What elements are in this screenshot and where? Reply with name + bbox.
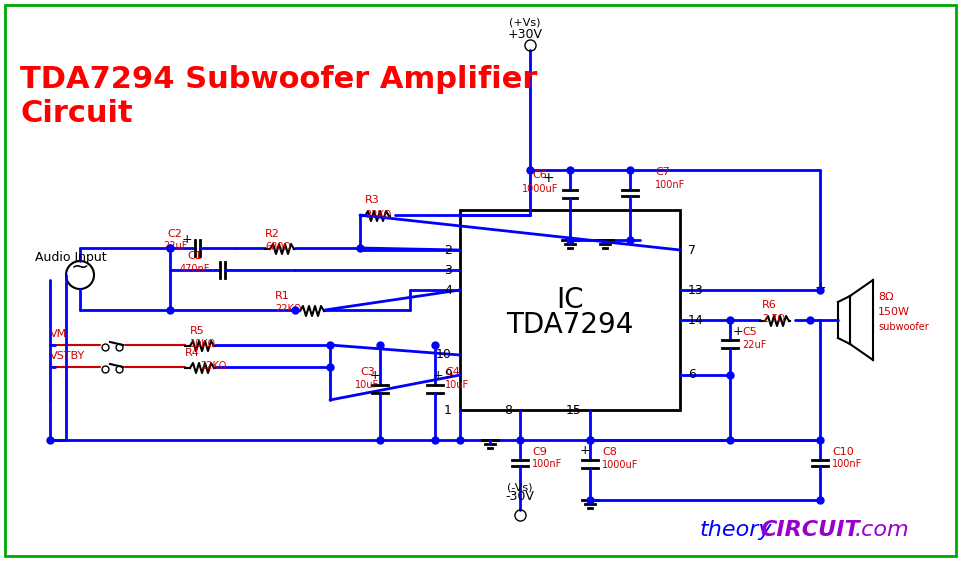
Text: 1000uF: 1000uF	[602, 460, 638, 470]
Text: 680Ω: 680Ω	[265, 242, 291, 252]
Text: VM: VM	[50, 329, 67, 339]
Text: 10KΩ: 10KΩ	[190, 339, 216, 349]
Text: +30V: +30V	[507, 28, 543, 41]
Text: Audio Input: Audio Input	[35, 251, 107, 264]
Text: 22uF: 22uF	[742, 340, 766, 350]
Text: 2: 2	[444, 243, 452, 256]
Text: C9: C9	[532, 447, 547, 457]
Text: R4: R4	[185, 348, 200, 358]
Text: TDA7294 Subwoofer Amplifier
Circuit: TDA7294 Subwoofer Amplifier Circuit	[20, 65, 537, 127]
Text: subwoofer: subwoofer	[878, 322, 928, 332]
Text: R5: R5	[190, 326, 205, 336]
Text: C4: C4	[445, 367, 460, 377]
Text: 22KΩ: 22KΩ	[275, 304, 301, 314]
Text: +: +	[370, 369, 381, 382]
Text: -30V: -30V	[505, 490, 534, 503]
Text: +: +	[579, 444, 590, 457]
Text: R1: R1	[275, 291, 290, 301]
Text: C6: C6	[532, 170, 548, 180]
Text: 13: 13	[688, 283, 703, 297]
Text: 10: 10	[436, 348, 452, 361]
Text: 10uF: 10uF	[445, 380, 469, 390]
Text: C5: C5	[742, 327, 756, 337]
Text: C2: C2	[167, 229, 183, 239]
Text: TDA7294: TDA7294	[506, 311, 633, 339]
Text: 14: 14	[688, 314, 703, 327]
Text: 6: 6	[688, 369, 696, 381]
Text: ~: ~	[71, 257, 89, 277]
Text: +: +	[733, 325, 744, 338]
Text: +: +	[182, 233, 192, 246]
Text: 2.7Ω: 2.7Ω	[762, 314, 785, 324]
Text: R2: R2	[265, 229, 280, 239]
Text: 4: 4	[444, 283, 452, 297]
Text: 22uF: 22uF	[162, 241, 187, 251]
Text: theory: theory	[700, 520, 773, 540]
Text: 150W: 150W	[878, 307, 910, 317]
Text: 15: 15	[566, 403, 582, 416]
Text: R6: R6	[762, 300, 776, 310]
Text: 8Ω: 8Ω	[878, 292, 894, 302]
Text: C3: C3	[360, 367, 375, 377]
Text: +: +	[432, 369, 443, 382]
Text: 9: 9	[444, 369, 452, 381]
Text: C1: C1	[187, 251, 203, 261]
Text: .com: .com	[855, 520, 910, 540]
Text: 100nF: 100nF	[832, 459, 862, 469]
Text: 1000uF: 1000uF	[522, 184, 558, 194]
Text: (-Vs): (-Vs)	[507, 482, 532, 492]
Text: +: +	[814, 281, 825, 295]
Text: CIRCUIT: CIRCUIT	[760, 520, 860, 540]
Text: C10: C10	[832, 447, 853, 457]
Text: C8: C8	[602, 447, 617, 457]
Text: C7: C7	[655, 167, 670, 177]
Text: +: +	[542, 171, 554, 185]
Text: (+Vs): (+Vs)	[509, 17, 541, 27]
Text: 8: 8	[504, 403, 512, 416]
Text: 10uF: 10uF	[355, 380, 380, 390]
Text: 100nF: 100nF	[655, 180, 685, 190]
Text: R3: R3	[365, 195, 380, 205]
Text: 3: 3	[444, 264, 452, 277]
Text: 1: 1	[444, 403, 452, 416]
Text: 7: 7	[688, 243, 696, 256]
Text: VSTBY: VSTBY	[50, 351, 86, 361]
Text: 22KΩ: 22KΩ	[365, 210, 391, 220]
Text: IC: IC	[556, 286, 584, 314]
Bar	[460, 210, 680, 410]
Text: 470nF: 470nF	[180, 264, 210, 274]
Text: 100nF: 100nF	[532, 459, 562, 469]
Text: 22KΩ: 22KΩ	[200, 361, 226, 371]
